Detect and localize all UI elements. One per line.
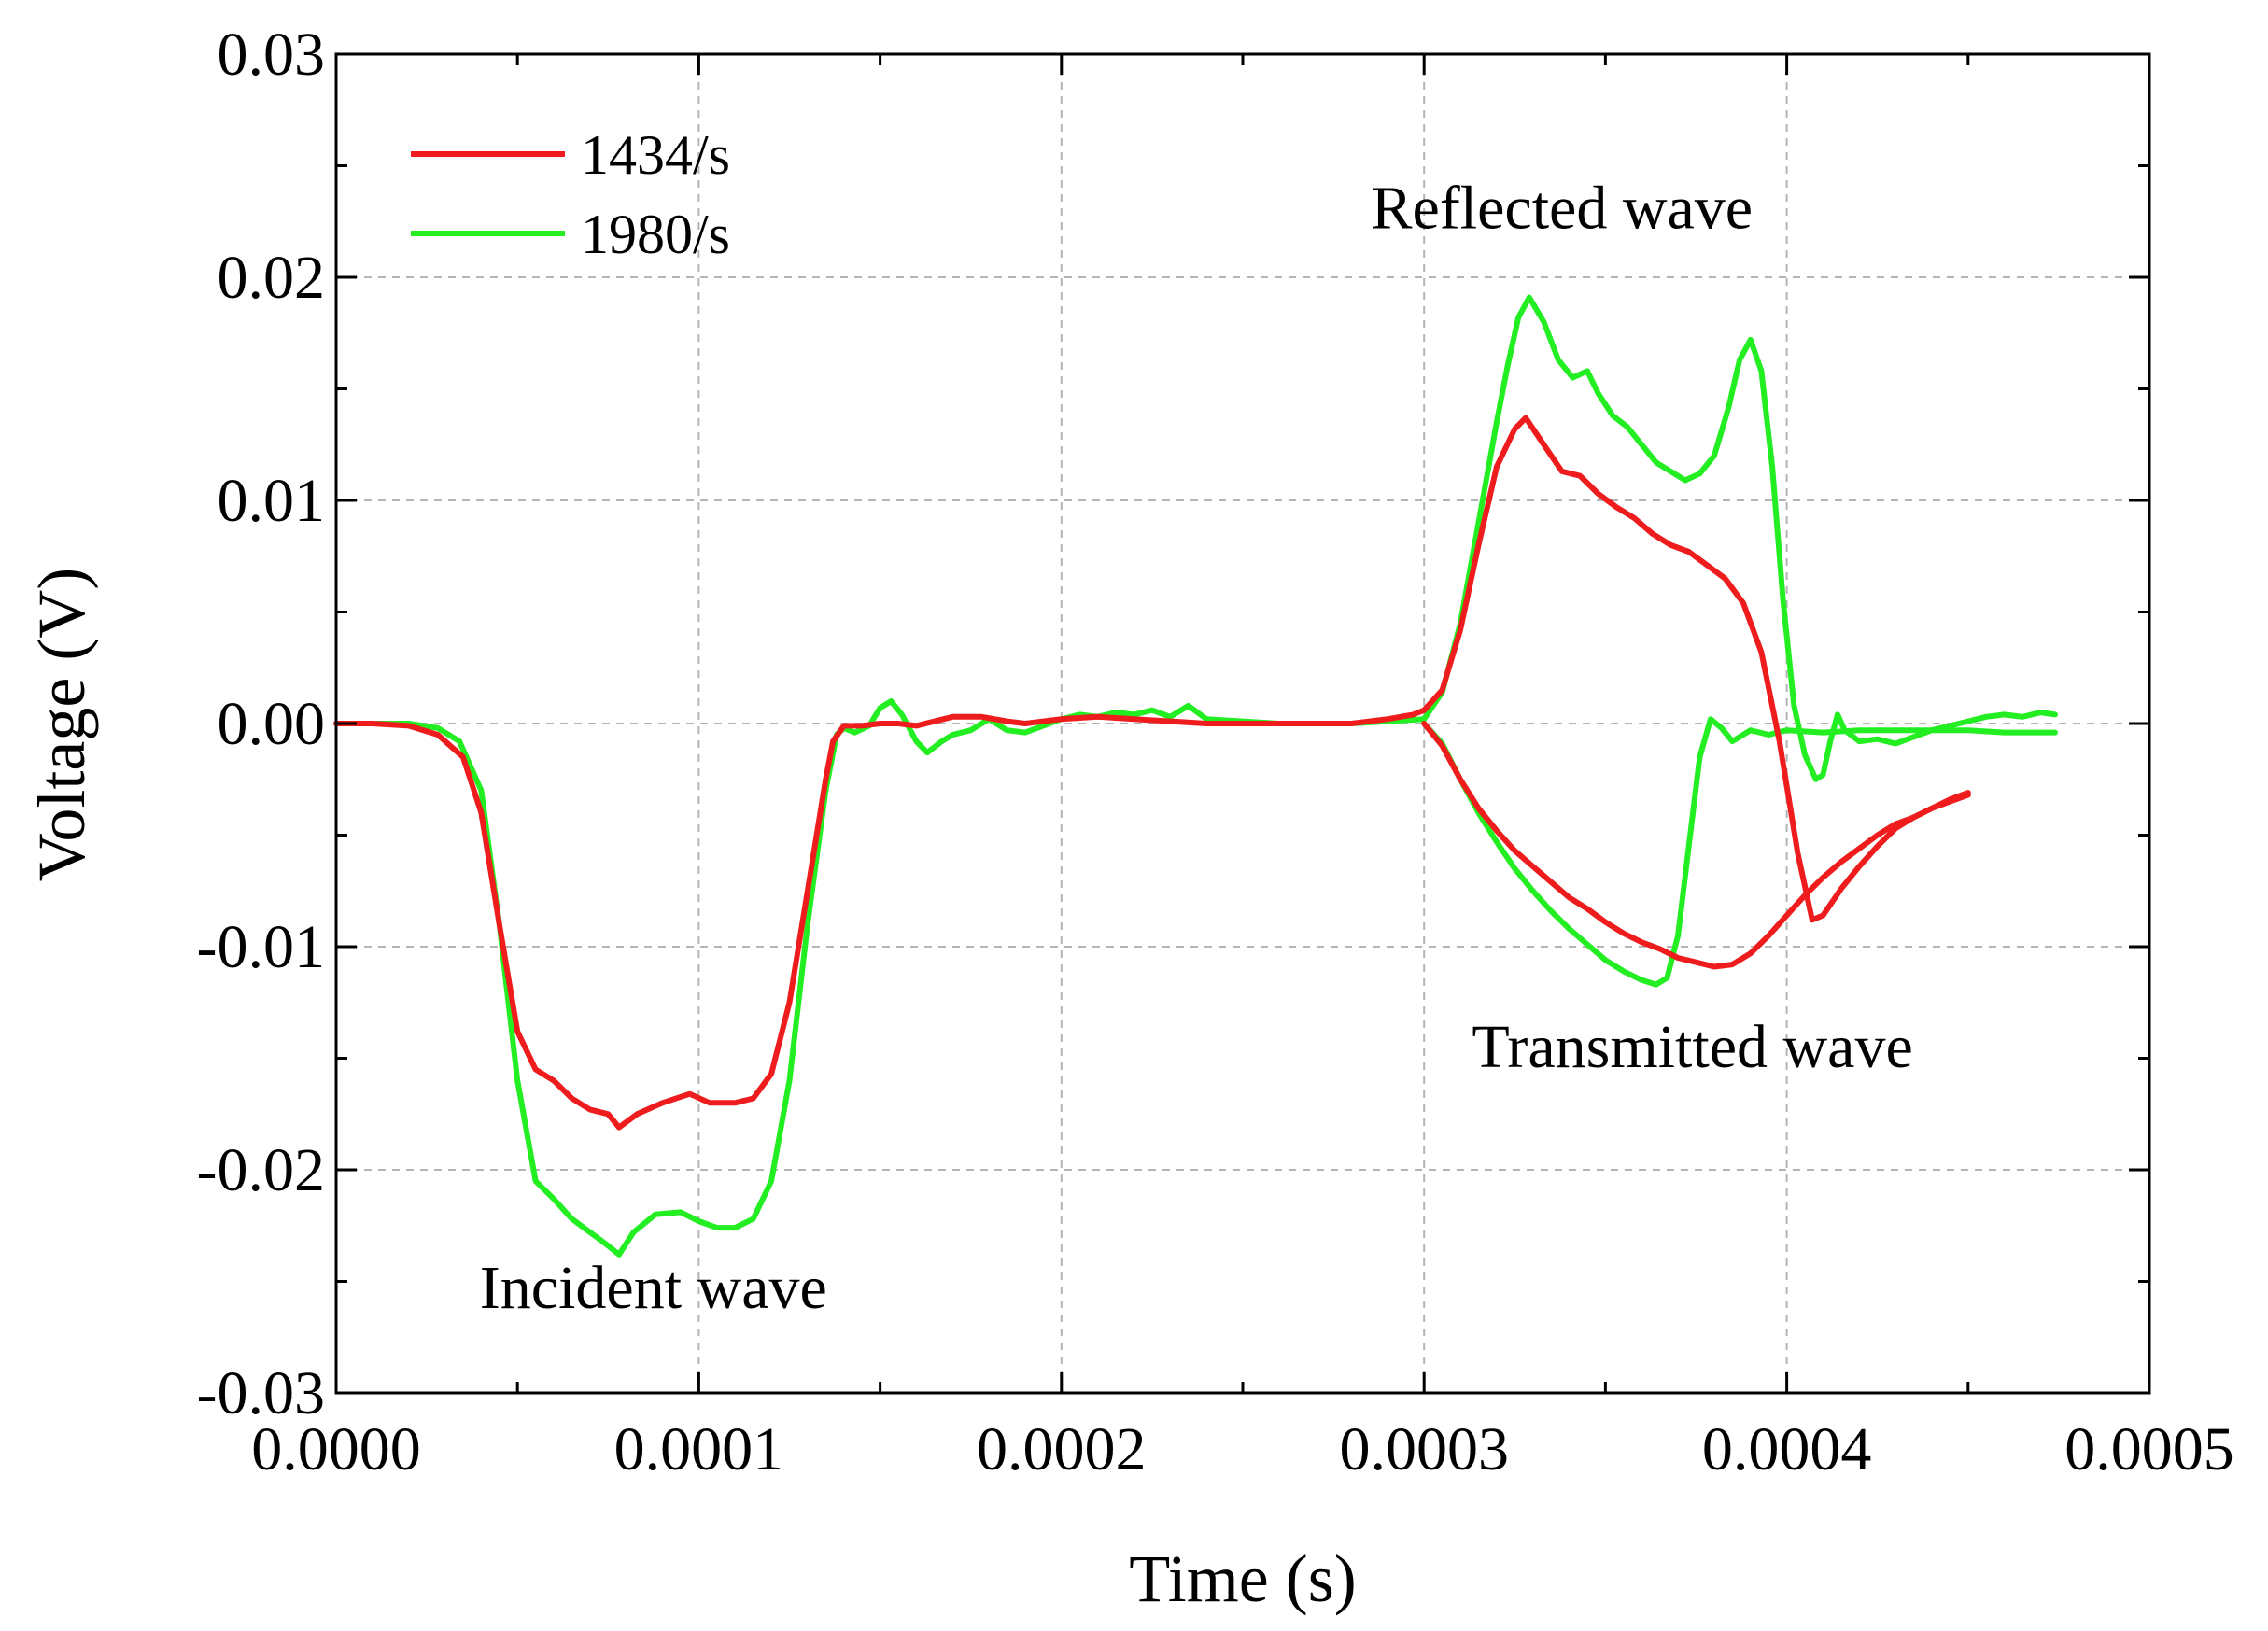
legend-label-1434: 1434/s bbox=[581, 124, 730, 186]
legend-label-1980: 1980/s bbox=[581, 204, 730, 265]
series-1434s bbox=[333, 415, 1971, 1131]
annotation-reflected-wave: Reflected wave bbox=[1371, 174, 1753, 242]
y-tick-label: 0.03 bbox=[218, 21, 326, 89]
series-line-reflected bbox=[1421, 415, 1971, 923]
x-tick-label: 0.0003 bbox=[1339, 1415, 1509, 1483]
y-tick-label: 0.01 bbox=[218, 467, 326, 535]
x-tick-label: 0.0000 bbox=[251, 1415, 421, 1483]
x-tick-label: 0.0004 bbox=[1702, 1415, 1872, 1483]
series-line-transmitted bbox=[1421, 721, 1971, 970]
series-line-incident bbox=[333, 707, 1428, 1131]
y-axis-title: Voltage (V) bbox=[24, 568, 99, 882]
data-series bbox=[333, 294, 2058, 1258]
series-line-incident bbox=[333, 698, 1428, 1258]
x-tick-label: 0.0002 bbox=[977, 1415, 1147, 1483]
y-tick-label: 0.02 bbox=[218, 244, 326, 312]
series-line-transmitted bbox=[1421, 716, 2058, 988]
y-tick-label: -0.03 bbox=[197, 1359, 325, 1427]
y-tick-label: -0.02 bbox=[197, 1136, 325, 1204]
y-tick-label: 0.00 bbox=[218, 690, 326, 758]
x-axis-title: Time (s) bbox=[1129, 1541, 1356, 1616]
y-tick-label: -0.01 bbox=[197, 913, 325, 981]
x-tick-label: 0.0001 bbox=[614, 1415, 784, 1483]
axis-ticks: 0.0000 0.0001 0.0002 0.0003 0.0004 0.0005 -0.0… bbox=[197, 21, 2234, 1483]
x-tick-label: 0.0005 bbox=[2064, 1415, 2234, 1483]
annotations: Reflected wave Incident wave Transmitted… bbox=[480, 174, 1913, 1322]
series-1980s bbox=[333, 294, 2058, 1258]
annotation-incident-wave: Incident wave bbox=[480, 1254, 827, 1322]
annotation-transmitted-wave: Transmitted wave bbox=[1472, 1013, 1912, 1081]
legend: 1434/s 1980/s bbox=[411, 124, 730, 265]
series-line-reflected bbox=[1421, 294, 2058, 782]
